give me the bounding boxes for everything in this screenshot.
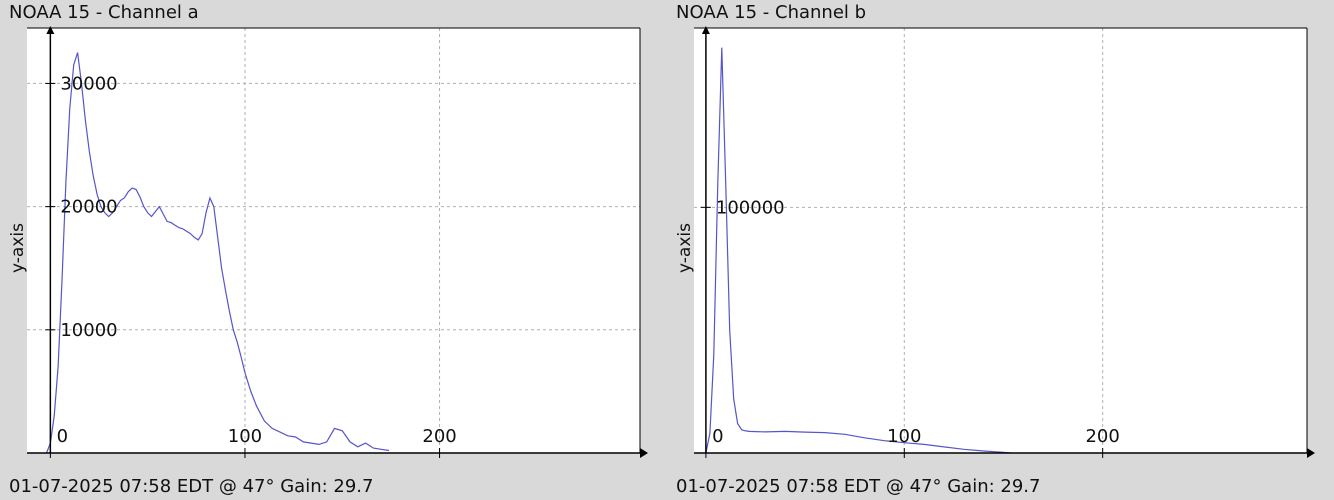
chart-panel-b: NOAA 15 - Channel b y-axis 0 100 200 100000… xyxy=(667,0,1334,500)
x-tick-label: 0 xyxy=(57,426,68,447)
chart-title: NOAA 15 - Channel b xyxy=(676,2,867,23)
plot-area-b: 0 100 200 100000 xyxy=(694,26,1315,458)
y-axis-arrow xyxy=(701,26,710,34)
series-line xyxy=(705,47,1012,454)
plot-background xyxy=(694,28,1307,453)
plot-area-a: 0 100 200 10000 20000 30000 xyxy=(27,26,648,458)
y-tick-label: 30000 xyxy=(60,73,117,94)
x-tick-label: 100 xyxy=(887,426,921,447)
timestamp-gain-label: 01-07-2025 07:58 EDT @ 47° Gain: 29.7 xyxy=(676,476,1041,497)
y-axis-arrow xyxy=(46,26,55,34)
x-tick-label: 0 xyxy=(712,426,723,447)
y-tick-label: 10000 xyxy=(60,320,117,341)
y-tick-label: 20000 xyxy=(60,197,117,218)
chart-panel-a: NOAA 15 - Channel a y-axis 0 100 200 10000 2… xyxy=(8,2,648,497)
x-axis-arrow xyxy=(1307,448,1315,458)
x-tick-label: 200 xyxy=(422,426,456,447)
x-tick-label: 200 xyxy=(1085,426,1119,447)
series-line xyxy=(45,52,390,454)
chart-title: NOAA 15 - Channel a xyxy=(9,2,199,23)
x-axis-arrow xyxy=(640,448,648,458)
y-tick-label: 100000 xyxy=(716,197,785,218)
x-tick-label: 100 xyxy=(228,426,262,447)
timestamp-gain-label: 01-07-2025 07:58 EDT @ 47° Gain: 29.7 xyxy=(9,476,374,497)
plot-background xyxy=(27,28,640,453)
